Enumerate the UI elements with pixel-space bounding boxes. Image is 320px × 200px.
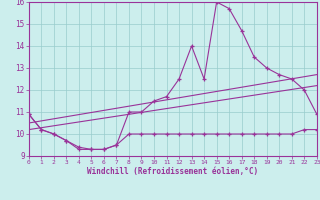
X-axis label: Windchill (Refroidissement éolien,°C): Windchill (Refroidissement éolien,°C) [87, 167, 258, 176]
